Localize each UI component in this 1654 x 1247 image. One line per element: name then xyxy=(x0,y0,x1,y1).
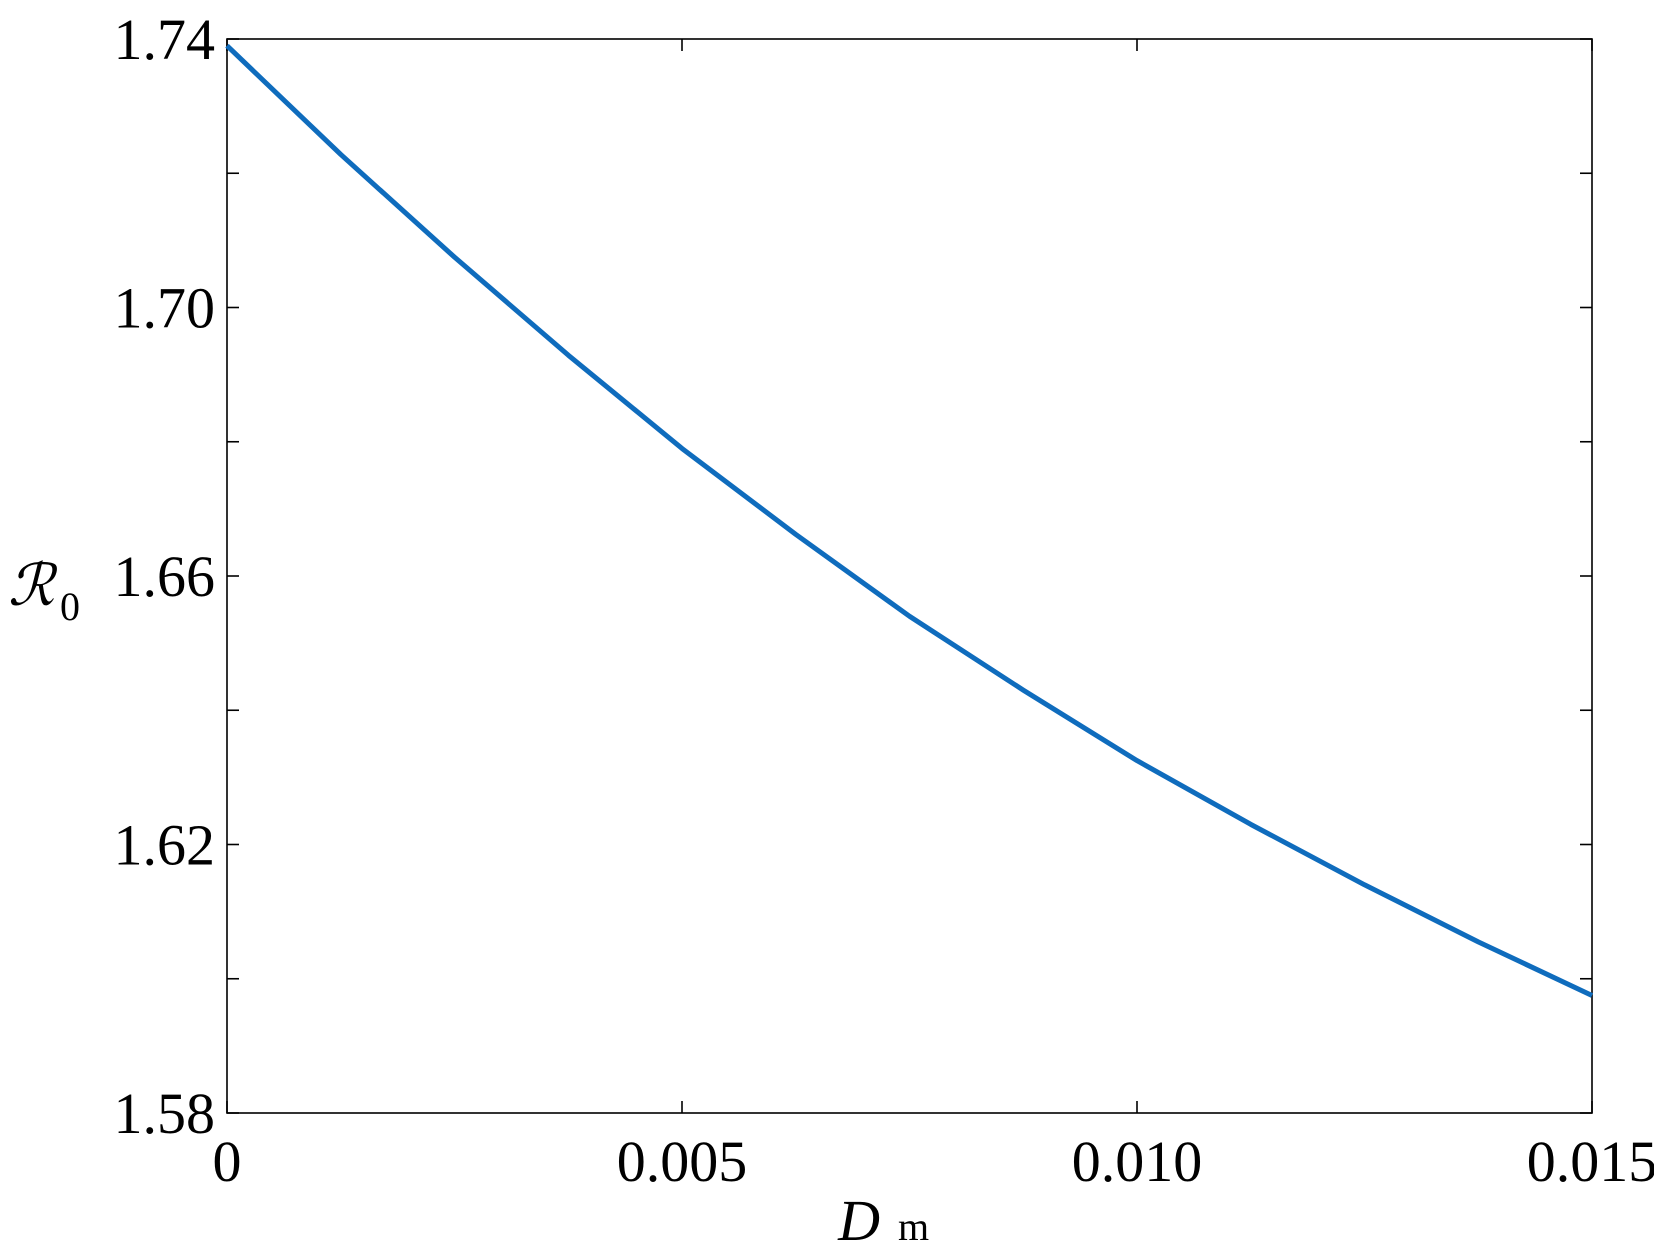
y-axis-label-sub: 0 xyxy=(60,584,80,629)
x-tick-label: 0.015 xyxy=(1527,1129,1654,1194)
x-axis-label: D xyxy=(837,1188,880,1247)
x-tick-label: 0.005 xyxy=(617,1129,748,1194)
data-line xyxy=(225,43,1594,998)
y-axis-label: ℛ xyxy=(8,553,58,618)
plot-frame xyxy=(226,38,1593,1114)
y-tick-label: 1.74 xyxy=(114,7,216,72)
x-tick-label: 0 xyxy=(213,1129,242,1194)
x-axis-label-sub: m xyxy=(898,1204,929,1247)
y-tick-label: 1.58 xyxy=(114,1081,216,1146)
x-tick-label: 0.010 xyxy=(1072,1129,1203,1194)
y-tick-label: 1.66 xyxy=(114,544,216,609)
y-tick-label: 1.70 xyxy=(114,276,216,341)
y-tick-label: 1.62 xyxy=(114,813,216,878)
